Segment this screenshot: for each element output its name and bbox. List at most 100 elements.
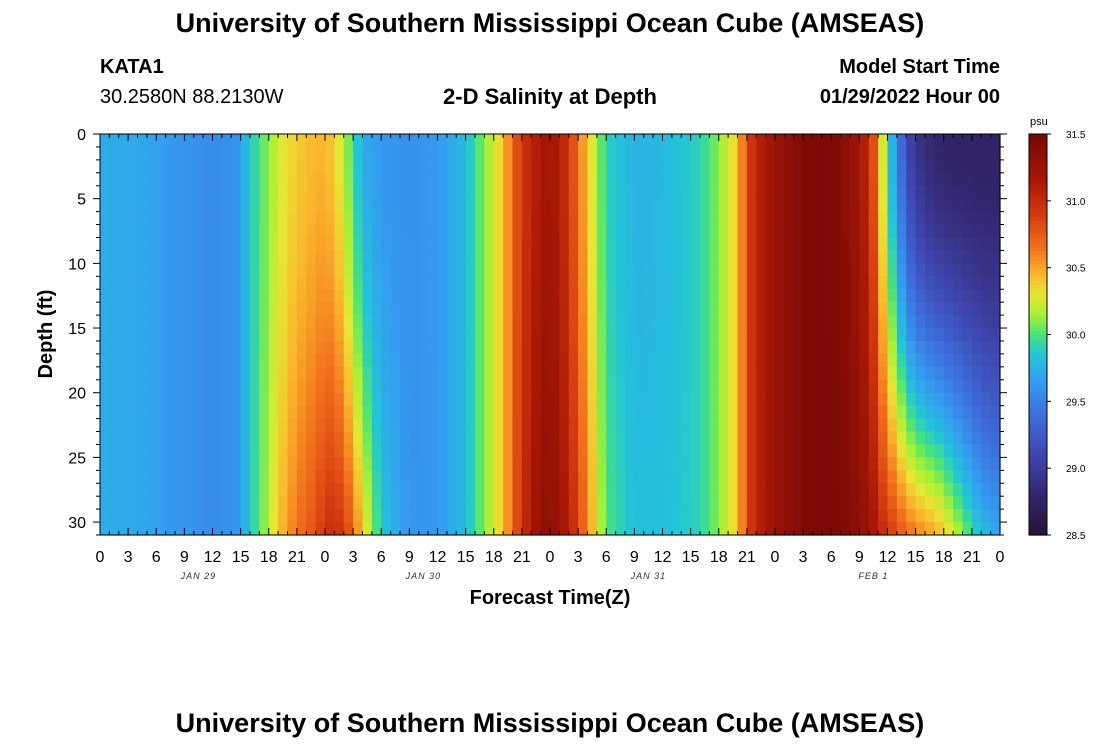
heatmap-cell: [634, 470, 645, 484]
heatmap-cell: [625, 405, 635, 420]
heatmap-cell: [568, 457, 579, 471]
heatmap-cell: [250, 379, 260, 394]
heatmap-cell: [521, 276, 532, 290]
heatmap-cell: [990, 289, 1001, 303]
heatmap-cell: [315, 276, 326, 290]
heatmap-cell: [240, 263, 251, 277]
heatmap-cell: [175, 496, 185, 510]
heatmap-cell: [137, 198, 148, 213]
heatmap-cell: [653, 522, 664, 536]
heatmap-cell: [718, 263, 729, 277]
heatmap-cell: [812, 483, 823, 497]
heatmap-cell: [259, 328, 270, 342]
heatmap-cell: [296, 250, 307, 264]
heatmap-cell: [540, 418, 551, 433]
y-tick-label: 0: [77, 127, 86, 144]
heatmap-cell: [484, 366, 495, 381]
heatmap-cell: [156, 146, 167, 161]
heatmap-cell: [362, 340, 373, 355]
footer-title: University of Southern Mississippi Ocean…: [175, 708, 925, 738]
heatmap-cell: [971, 392, 982, 407]
heatmap-cell: [521, 405, 532, 420]
heatmap-cell: [812, 496, 823, 510]
heatmap-cell: [400, 276, 410, 290]
heatmap-cell: [718, 483, 729, 497]
colorbar-ticks: 31.531.030.530.029.529.028.5: [1047, 130, 1086, 542]
heatmap-cell: [418, 483, 429, 497]
heatmap-cell: [540, 134, 551, 148]
heatmap-cell: [625, 418, 635, 433]
heatmap-cell: [906, 431, 917, 446]
heatmap-cell: [775, 340, 785, 355]
heatmap-cell: [962, 328, 973, 342]
heatmap-cell: [446, 185, 457, 200]
heatmap-cell: [137, 444, 148, 458]
heatmap-cell: [840, 315, 851, 329]
heatmap-cell: [821, 431, 832, 446]
heatmap-cell: [578, 263, 589, 277]
heatmap-cell: [550, 470, 560, 484]
x-tick-labels: 0 3 6 9 12 15 18 21 0 3 6 9 12 15 18 21 0 3 6 9 12 15 18 21 0 3 6 9…: [96, 549, 1005, 566]
heatmap-cell: [925, 444, 935, 458]
date-label: JAN 29: [180, 571, 217, 581]
heatmap-cell: [353, 198, 364, 213]
heatmap-cell: [175, 431, 185, 446]
heatmap-cell: [756, 444, 767, 458]
heatmap-cell: [446, 431, 457, 446]
heatmap-cell: [250, 134, 260, 148]
heatmap-cell: [146, 392, 157, 407]
heatmap-cell: [596, 392, 607, 407]
heatmap-cell: [568, 366, 579, 381]
heatmap-cell: [484, 483, 495, 497]
heatmap-cell: [775, 172, 785, 187]
heatmap-cell: [775, 159, 785, 174]
heatmap-cell: [409, 418, 420, 433]
heatmap-cell: [418, 263, 429, 277]
heatmap-cell: [465, 302, 476, 316]
heatmap-cell: [643, 470, 654, 484]
heatmap-cell: [193, 509, 204, 523]
heatmap-cell: [559, 509, 570, 523]
heatmap-cell: [962, 340, 973, 355]
heatmap-cell: [812, 134, 823, 148]
heatmap-cell: [718, 444, 729, 458]
heatmap-cell: [325, 276, 335, 290]
heatmap-cell: [840, 276, 851, 290]
heatmap-cell: [878, 289, 889, 303]
heatmap-cell: [925, 522, 935, 536]
heatmap-cell: [118, 522, 129, 536]
heatmap-cell: [821, 340, 832, 355]
heatmap-cell: [737, 146, 748, 161]
heatmap-cell: [615, 509, 626, 523]
colorbar-segment: [1029, 204, 1047, 209]
heatmap-cell: [315, 509, 326, 523]
heatmap-cell: [737, 457, 748, 471]
heatmap-cell: [400, 509, 410, 523]
heatmap-cell: [390, 405, 401, 420]
heatmap-cell: [925, 392, 935, 407]
heatmap-cell: [371, 470, 382, 484]
heatmap-cell: [550, 289, 560, 303]
heatmap-cell: [137, 392, 148, 407]
heatmap-cell: [615, 237, 626, 252]
heatmap-cell: [296, 444, 307, 458]
heatmap-cell: [371, 134, 382, 148]
heatmap-cell: [175, 198, 185, 213]
heatmap-cell: [109, 509, 120, 523]
heatmap-cell: [156, 366, 167, 381]
heatmap-cell: [100, 496, 110, 510]
heatmap-cell: [756, 237, 767, 252]
colorbar-segment: [1029, 521, 1047, 526]
heatmap-cell: [775, 496, 785, 510]
heatmap-cell: [521, 328, 532, 342]
x-tick-label: 0: [321, 549, 330, 566]
heatmap-cell: [878, 134, 889, 148]
heatmap-cell: [681, 172, 692, 187]
heatmap-cell: [156, 237, 167, 252]
heatmap-cell: [484, 198, 495, 213]
heatmap-cell: [578, 444, 589, 458]
heatmap-cell: [390, 418, 401, 433]
heatmap-cell: [203, 172, 214, 187]
heatmap-cell: [334, 483, 345, 497]
heatmap-cell: [859, 263, 870, 277]
